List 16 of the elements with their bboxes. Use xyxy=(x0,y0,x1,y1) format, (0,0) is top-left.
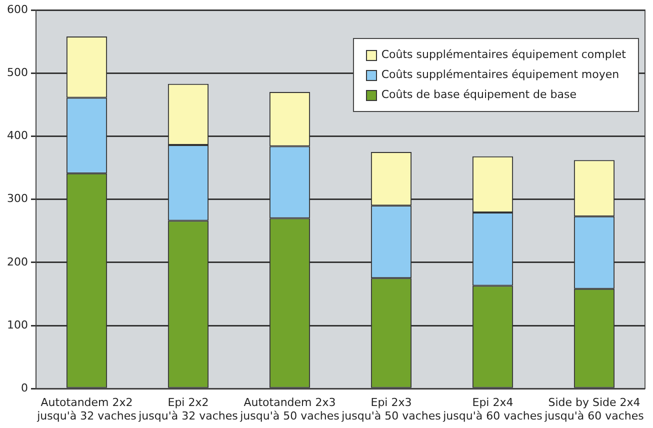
x-tick-label: Epi 2x2 jusqu'à 32 vaches xyxy=(138,396,238,422)
x-tick-label: Side by Side 2x4 jusqu'à 60 vaches xyxy=(544,396,644,422)
y-tick-label: 100 xyxy=(6,318,28,332)
legend-label: Coûts supplémentaires équipement complet xyxy=(381,47,626,63)
x-tick-label: Epi 2x4 jusqu'à 60 vaches xyxy=(442,396,543,422)
y-tick-label: 400 xyxy=(6,129,28,142)
legend-label: Coûts supplémentaires équipement moyen xyxy=(381,67,620,83)
x-tick-label: Autotandem 2x2 jusqu'à 32 vaches xyxy=(36,396,137,422)
y-tick-label: 600 xyxy=(6,2,28,16)
legend-label: Coûts de base équipement de base xyxy=(381,87,576,103)
y-tick-label: 500 xyxy=(6,66,28,79)
x-tick-label: Epi 2x3 jusqu'à 50 vaches xyxy=(340,396,442,422)
y-tick-label: 200 xyxy=(6,255,28,268)
y-tick-label: 0 xyxy=(20,381,28,394)
y-tick-label: 300 xyxy=(6,192,28,206)
x-tick-label: Autotandem 2x3 jusqu'à 50 vaches xyxy=(239,396,340,422)
